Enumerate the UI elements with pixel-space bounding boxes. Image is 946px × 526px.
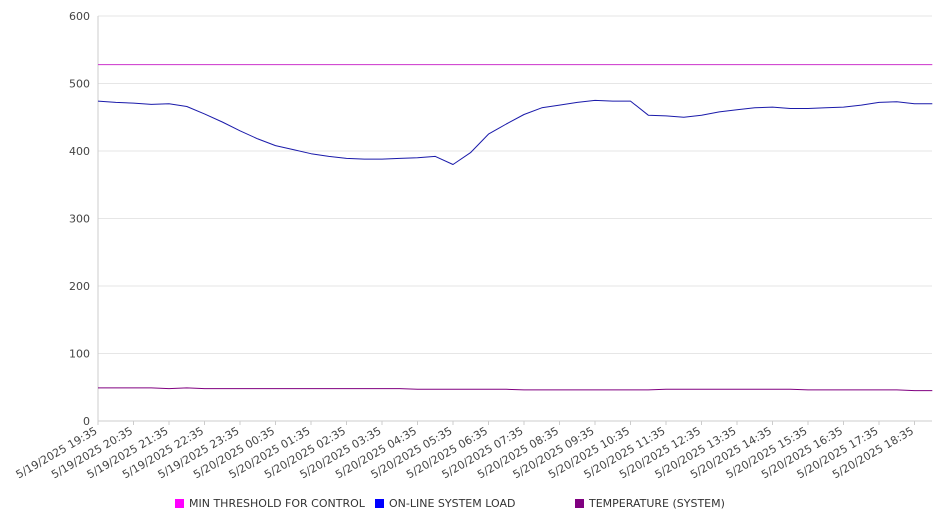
y-tick-label: 0 [83, 415, 90, 428]
legend-item-temperature[interactable]: TEMPERATURE (SYSTEM) [575, 497, 725, 510]
legend-swatch-min-threshold [175, 499, 184, 508]
legend-item-system-load[interactable]: ON-LINE SYSTEM LOAD [375, 497, 515, 510]
y-tick-label: 600 [69, 10, 90, 23]
y-tick-label: 300 [69, 213, 90, 226]
series-line-1 [97, 99, 933, 165]
legend-label-system-load: ON-LINE SYSTEM LOAD [389, 497, 516, 510]
legend-label-temperature: TEMPERATURE (SYSTEM) [589, 497, 725, 510]
y-tick-label: 500 [69, 78, 90, 91]
y-tick-label: 200 [69, 280, 90, 293]
y-tick-label: 100 [69, 348, 90, 361]
legend-label-min-threshold: MIN THRESHOLD FOR CONTROL [189, 497, 365, 510]
legend: MIN THRESHOLD FOR CONTROL ON-LINE SYSTEM… [0, 497, 946, 515]
legend-swatch-system-load [375, 499, 384, 508]
legend-item-min-threshold[interactable]: MIN THRESHOLD FOR CONTROL [175, 497, 365, 510]
legend-swatch-temperature [575, 499, 584, 508]
series-line-2 [98, 387, 933, 392]
y-tick-label: 400 [69, 145, 90, 158]
